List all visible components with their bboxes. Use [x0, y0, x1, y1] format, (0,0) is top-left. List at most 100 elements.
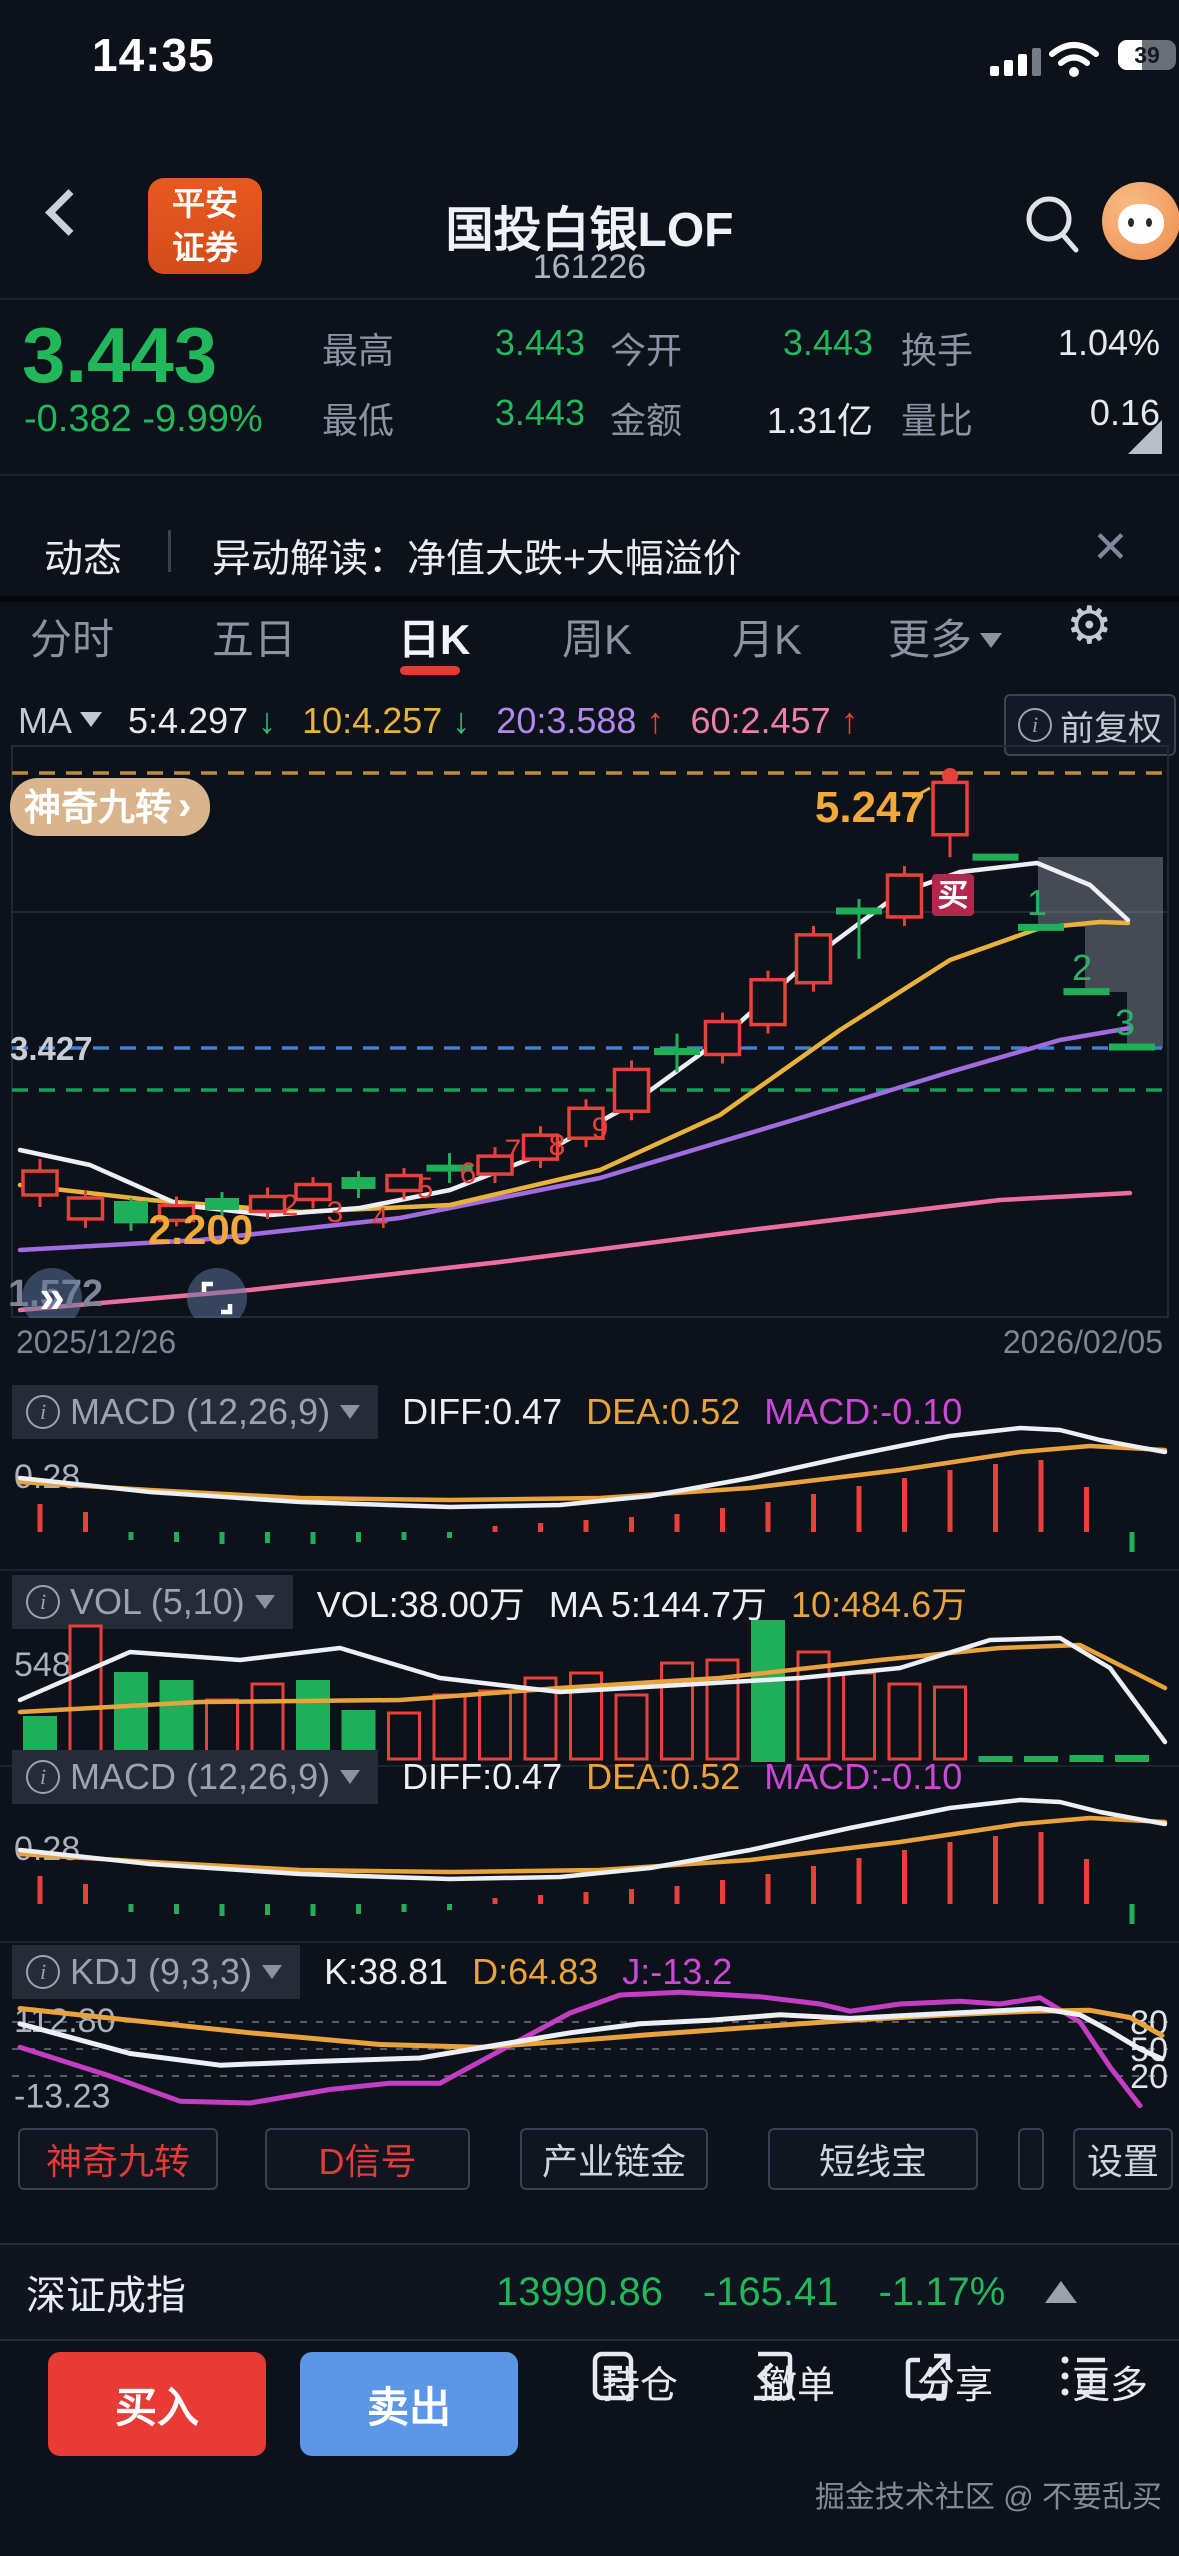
svg-text:8: 8	[549, 1129, 566, 1162]
date-start: 2025/12/26	[16, 1324, 177, 1360]
index-change-pct: -1.17%	[878, 2269, 1006, 2314]
svg-text:›: ›	[178, 784, 191, 828]
fullscreen-button[interactable]	[187, 1268, 247, 1318]
vol-selector[interactable]: i VOL (5,10)	[12, 1575, 293, 1629]
macd-selector[interactable]: i MACD (12,26,9)	[12, 1385, 379, 1439]
stat-label: 今开	[610, 330, 683, 371]
svg-text:神奇九转: 神奇九转	[24, 787, 172, 828]
divider	[0, 596, 1179, 602]
cancel-order-action[interactable]: 撤单	[742, 2348, 852, 2409]
sell-button[interactable]: 卖出	[300, 2352, 518, 2456]
date-range: 2025/12/26 2026/02/05	[0, 1324, 1179, 1361]
settings-button[interactable]: 设置	[1073, 2128, 1173, 2190]
macd-indicator-chart-2[interactable]	[0, 1790, 1179, 1945]
short-line-button[interactable]: 短线宝	[768, 2128, 978, 2190]
search-icon[interactable]	[1022, 192, 1084, 258]
kdj-j-value: J:-13.2	[622, 1951, 733, 1992]
kdj-panel-header[interactable]: i KDJ (9,3,3) K:38.81 D:64.83 J:-13.2	[0, 1945, 1179, 1999]
divider	[168, 530, 171, 572]
svg-text:-13.23: -13.23	[14, 2078, 110, 2116]
info-icon: i	[1018, 708, 1052, 742]
tab-monthly-k[interactable]: 月K	[732, 616, 803, 663]
ma-item: 20:3.588 ↑	[496, 700, 665, 741]
ma-prefix: MA	[18, 700, 102, 742]
tab-weekly-k[interactable]: 周K	[562, 616, 633, 663]
buy-signal-badge: 买	[932, 874, 974, 916]
info-icon: i	[26, 1395, 60, 1429]
share-action[interactable]: 分享	[900, 2348, 1010, 2409]
expand-quote-icon[interactable]	[1128, 420, 1162, 454]
svg-text:5: 5	[417, 1172, 434, 1205]
buy-button[interactable]: 买入	[48, 2352, 266, 2456]
index-name: 深证成指	[26, 2274, 186, 2318]
tab-5day[interactable]: 五日	[212, 616, 297, 663]
ma-item: 10:4.257 ↓	[302, 700, 471, 741]
positions-action[interactable]: 持仓	[585, 2348, 695, 2409]
kdj-d-value: D:64.83	[472, 1951, 599, 1992]
info-icon: i	[26, 1585, 60, 1619]
divider	[0, 298, 1179, 300]
svg-text:3: 3	[1115, 1002, 1135, 1043]
svg-text:6: 6	[460, 1157, 477, 1190]
tab-more[interactable]: 更多	[888, 606, 1003, 667]
news-tag[interactable]: 动态	[44, 538, 123, 581]
close-icon[interactable]: ✕	[1092, 523, 1129, 572]
cancel-order-icon	[754, 2351, 793, 2401]
avatar[interactable]	[1102, 182, 1179, 260]
battery-percent: 39	[1134, 42, 1160, 68]
svg-text:7: 7	[505, 1134, 522, 1167]
svg-text:20: 20	[1130, 2058, 1168, 2096]
gear-icon[interactable]: ⚙	[1066, 597, 1113, 655]
macd-diff-value: DIFF:0.47	[402, 1756, 563, 1797]
stat-label: 金额	[610, 400, 683, 441]
chevron-down-icon	[980, 633, 1003, 648]
macd-dea-value: DEA:0.52	[586, 1756, 741, 1797]
battery-icon: 39	[1118, 40, 1176, 70]
tab-daily-k[interactable]: 日K	[398, 616, 471, 663]
broker-badge[interactable]: 平安 证券	[148, 178, 262, 274]
macd-panel-header[interactable]: i MACD (12,26,9) DIFF:0.47 DEA:0.52 MACD…	[0, 1385, 1179, 1439]
more-action[interactable]: 更多	[1055, 2348, 1165, 2409]
ma-indicator-bar[interactable]: MA 5:4.297 ↓ 10:4.257 ↓ 20:3.588 ↑ 60:2.457…	[18, 700, 885, 742]
date-end: 2026/02/05	[1002, 1324, 1163, 1360]
index-change: -165.41	[702, 2269, 839, 2314]
ma-values: 5:4.297 ↓ 10:4.257 ↓ 20:3.588 ↑ 60:2.457 ↑	[128, 700, 885, 742]
last-price: 3.443	[22, 311, 218, 399]
ma-item: 60:2.457 ↑	[690, 700, 859, 741]
chevron-down-icon	[254, 1595, 275, 1609]
tab-minute[interactable]: 分时	[30, 616, 115, 663]
svg-text:3: 3	[327, 1196, 344, 1229]
chevron-down-icon	[340, 1405, 361, 1419]
news-text[interactable]: 异动解读：净值大跌+大幅溢价	[212, 538, 742, 581]
stat-label: 换手	[901, 330, 974, 371]
volume-chart[interactable]	[0, 1616, 1179, 1768]
price-change: -0.382 -9.99%	[24, 398, 263, 440]
info-icon: i	[26, 1955, 60, 1989]
vol-panel-header[interactable]: i VOL (5,10) VOL:38.00万 MA 5:144.7万 10:4…	[0, 1575, 1179, 1629]
magic-nine-button[interactable]: 神奇九转	[18, 2128, 218, 2190]
macd-value: MACD:-0.10	[764, 1756, 963, 1797]
scroll-left-button[interactable]: »	[22, 1268, 82, 1318]
collapse-up-icon[interactable]	[1045, 2281, 1078, 2303]
macd-diff-value: DIFF:0.47	[402, 1391, 563, 1432]
stat-value: 3.443	[494, 392, 585, 433]
chevron-down-icon	[80, 712, 102, 727]
stat-label: 最高	[322, 330, 395, 371]
hidden-indicator-button[interactable]	[1018, 2128, 1044, 2190]
macd-selector-2[interactable]: i MACD (12,26,9)	[12, 1750, 379, 1804]
info-icon: i	[26, 1760, 60, 1794]
magic-nine-badge[interactable]: 神奇九转 ›	[10, 778, 210, 836]
index-bar[interactable]: 深证成指 13990.86 -165.41 -1.17%	[0, 2243, 1179, 2341]
positions-icon	[592, 2351, 634, 2401]
svg-text:1: 1	[1027, 882, 1047, 923]
macd-indicator-chart-1[interactable]	[0, 1418, 1179, 1573]
industry-chain-button[interactable]: 产业链金	[520, 2128, 708, 2190]
vol-ma10-value: 10:484.6万	[791, 1584, 968, 1625]
macd-panel-header-2[interactable]: i MACD (12,26,9) DIFF:0.47 DEA:0.52 MACD…	[0, 1750, 1179, 1804]
d-signal-button[interactable]: D信号	[265, 2128, 470, 2190]
kdj-selector[interactable]: i KDJ (9,3,3)	[12, 1945, 301, 1999]
more-icon	[1061, 2356, 1105, 2396]
